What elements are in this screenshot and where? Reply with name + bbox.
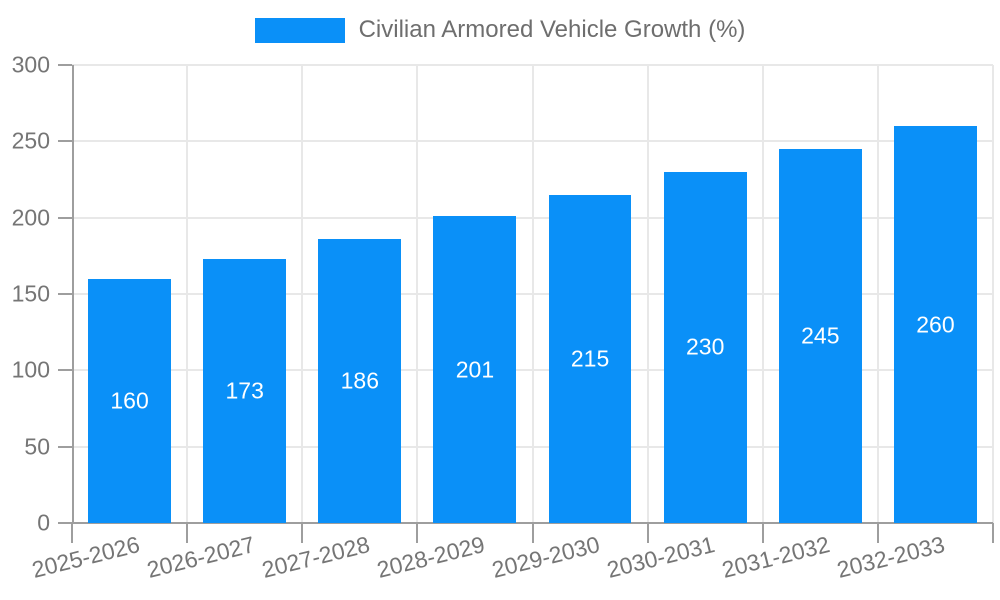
y-tick-mark bbox=[58, 522, 72, 524]
legend[interactable]: Civilian Armored Vehicle Growth (%) bbox=[0, 16, 1000, 44]
bar[interactable] bbox=[203, 258, 287, 523]
x-tick-label: 2028-2029 bbox=[374, 531, 488, 583]
y-tick-label: 200 bbox=[11, 204, 50, 231]
y-tick-label: 100 bbox=[11, 356, 50, 383]
x-tick-mark bbox=[992, 523, 994, 543]
y-tick-label: 150 bbox=[11, 280, 50, 307]
y-tick-mark bbox=[58, 140, 72, 143]
bar[interactable] bbox=[663, 171, 747, 523]
y-tick-mark bbox=[58, 445, 72, 448]
x-tick-label: 2027-2028 bbox=[259, 531, 373, 583]
y-tick-label: 0 bbox=[37, 509, 50, 536]
bar[interactable] bbox=[433, 216, 517, 523]
x-tick-label: 2025-2026 bbox=[28, 531, 142, 583]
bar-value-label: 186 bbox=[340, 367, 379, 394]
v-gridline bbox=[416, 65, 419, 523]
y-tick-mark bbox=[58, 64, 72, 66]
x-tick-label: 2026-2027 bbox=[143, 531, 257, 583]
x-tick-mark bbox=[646, 523, 649, 543]
y-tick-mark bbox=[58, 369, 72, 372]
bar-value-label: 230 bbox=[686, 333, 725, 360]
bar-value-label: 160 bbox=[110, 387, 149, 414]
bar[interactable] bbox=[548, 194, 632, 523]
bar[interactable] bbox=[318, 239, 402, 523]
y-tick-label: 300 bbox=[11, 51, 50, 78]
v-gridline bbox=[992, 65, 994, 523]
bar-value-label: 260 bbox=[916, 311, 955, 338]
x-tick-mark bbox=[531, 523, 534, 543]
x-tick-label: 2030-2031 bbox=[604, 531, 718, 583]
x-tick-label: 2029-2030 bbox=[489, 531, 603, 583]
x-tick-mark bbox=[876, 523, 879, 543]
legend-label: Civilian Armored Vehicle Growth (%) bbox=[358, 16, 746, 43]
v-gridline bbox=[646, 65, 649, 523]
v-gridline bbox=[531, 65, 534, 523]
bar[interactable] bbox=[893, 126, 977, 523]
x-tick-mark bbox=[301, 523, 304, 543]
y-tick-mark bbox=[58, 216, 72, 219]
v-gridline bbox=[186, 65, 189, 523]
v-gridline bbox=[761, 65, 764, 523]
x-tick-mark bbox=[186, 523, 189, 543]
x-tick-mark bbox=[71, 523, 73, 543]
v-gridline bbox=[876, 65, 879, 523]
legend-swatch bbox=[254, 17, 345, 43]
bar-value-label: 173 bbox=[225, 377, 264, 404]
y-tick-mark bbox=[58, 293, 72, 295]
x-tick-mark bbox=[761, 523, 764, 543]
x-tick-mark bbox=[416, 523, 419, 543]
x-tick-label: 2032-2033 bbox=[834, 531, 948, 583]
x-tick-label: 2031-2032 bbox=[719, 531, 833, 583]
bar-value-label: 201 bbox=[455, 356, 495, 383]
bar[interactable] bbox=[778, 148, 862, 523]
y-tick-label: 50 bbox=[24, 433, 50, 460]
bar-value-label: 245 bbox=[801, 322, 840, 349]
bar[interactable] bbox=[88, 278, 171, 523]
y-tick-label: 250 bbox=[11, 127, 50, 154]
bar-value-label: 215 bbox=[570, 345, 610, 372]
v-gridline bbox=[301, 65, 304, 523]
x-axis-line bbox=[72, 522, 993, 524]
y-axis-line bbox=[72, 65, 74, 523]
